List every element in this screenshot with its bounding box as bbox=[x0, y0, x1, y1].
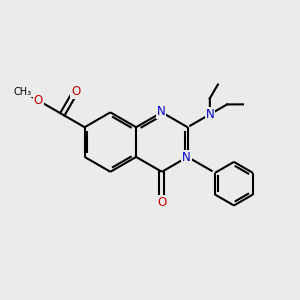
Text: CH₃: CH₃ bbox=[14, 86, 32, 97]
Text: N: N bbox=[157, 105, 165, 118]
Text: O: O bbox=[71, 85, 80, 98]
Text: N: N bbox=[182, 152, 191, 164]
Text: O: O bbox=[157, 196, 167, 209]
Text: N: N bbox=[206, 108, 214, 121]
Text: O: O bbox=[34, 94, 43, 107]
